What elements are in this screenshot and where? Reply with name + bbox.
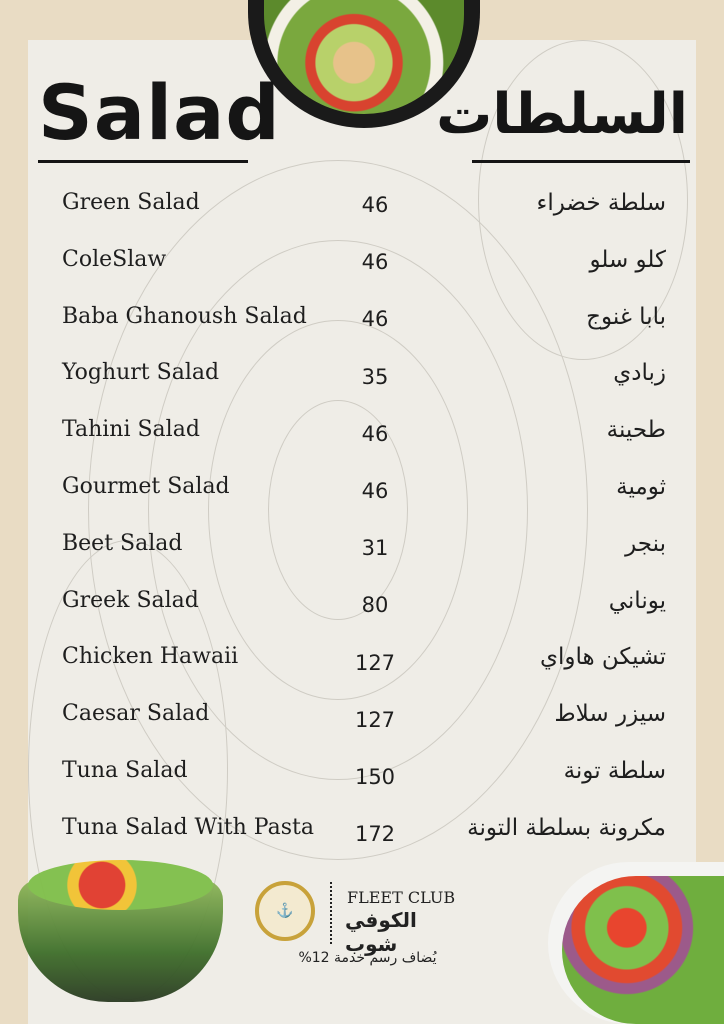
contour-pattern — [478, 40, 688, 360]
item-price: 127 — [354, 707, 396, 732]
item-name-ar: تشيكن هاواي — [539, 644, 666, 671]
title-underline-en — [38, 160, 248, 163]
item-name-en: Tuna Salad — [62, 758, 188, 783]
fleet-club-logo: ⚓ — [255, 881, 315, 941]
menu-item-row: Tuna Salad With Pasta 172 مكرونة بسلطة الت… — [0, 815, 724, 855]
menu-item-row: Baba Ghanoush Salad 46 بابا غنوج — [0, 304, 724, 344]
item-name-ar: طحينة — [606, 417, 666, 444]
menu-item-row: Green Salad 46 سلطة خضراء — [0, 190, 724, 230]
item-name-ar: مكرونة بسلطة التونة — [467, 814, 666, 841]
item-price: 35 — [361, 364, 389, 389]
item-name-ar: يوناني — [608, 587, 666, 614]
item-name-en: Chicken Hawaii — [62, 644, 239, 670]
menu-item-row: Tahini Salad 46 طحينة — [0, 417, 724, 457]
item-name-en: Tahini Salad — [62, 417, 200, 443]
anchor-icon: ⚓ — [276, 903, 294, 919]
item-name-en: Yoghurt Salad — [62, 360, 220, 386]
footer-divider — [330, 882, 332, 944]
menu-item-row: Gourmet Salad 46 ثومية — [0, 474, 724, 514]
item-price: 172 — [354, 822, 396, 847]
item-price: 46 — [361, 250, 389, 275]
item-price: 31 — [361, 536, 389, 561]
item-name-ar: سلطة خضراء — [536, 190, 666, 216]
contour-pattern — [148, 240, 528, 780]
menu-item-row: Chicken Hawaii 127 تشيكن هاواي — [0, 644, 724, 684]
item-name-en: Greek Salad — [62, 587, 199, 613]
contour-pattern — [208, 320, 468, 700]
page-title-en: Salad — [38, 68, 281, 157]
item-name-en: Caesar Salad — [62, 701, 210, 727]
item-name-en: Baba Ghanoush Salad — [62, 303, 307, 329]
item-price: 46 — [361, 193, 389, 217]
contour-pattern — [88, 160, 588, 860]
item-name-ar: كلو سلو — [589, 246, 666, 273]
item-name-en: Green Salad — [62, 190, 200, 215]
salad-plate-image — [548, 862, 724, 1024]
menu-item-row: Greek Salad 80 يوناني — [0, 588, 724, 628]
item-name-ar: سيزر سلاط — [554, 701, 666, 728]
menu-item-row: Beet Salad 31 بنجر — [0, 531, 724, 571]
item-name-ar: زبادي — [613, 360, 666, 387]
item-name-ar: سلطة تونة — [563, 758, 666, 784]
menu-item-row: Yoghurt Salad 35 زبادي — [0, 360, 724, 400]
brand-name-en: FLEET CLUB — [347, 888, 456, 907]
menu-item-row: ColeSlaw 46 كلو سلو — [0, 247, 724, 287]
item-name-ar: بنجر — [625, 530, 666, 557]
item-name-en: Beet Salad — [62, 530, 183, 556]
item-price: 46 — [361, 421, 389, 446]
item-name-en: Tuna Salad With Pasta — [62, 814, 314, 840]
item-price: 127 — [354, 650, 396, 675]
item-name-en: ColeSlaw — [62, 246, 167, 272]
contour-pattern — [268, 400, 408, 620]
menu-item-row: Caesar Salad 127 سيزر سلاط — [0, 701, 724, 741]
item-price: 150 — [354, 765, 396, 789]
item-price: 80 — [361, 593, 389, 618]
page-title-ar: السلطات — [436, 82, 688, 147]
item-name-ar: بابا غنوج — [586, 303, 666, 330]
service-charge-note: يُضاف رسم خدمة 12% — [298, 950, 437, 966]
brand-name-ar: الكوفي شوب — [345, 908, 417, 956]
salad-bowl-image — [18, 860, 223, 1002]
item-price: 46 — [361, 307, 389, 332]
title-underline-ar — [472, 160, 690, 163]
menu-item-row: Tuna Salad 150 سلطة تونة — [0, 758, 724, 798]
item-price: 46 — [361, 479, 389, 503]
item-name-ar: ثومية — [616, 474, 666, 500]
item-name-en: Gourmet Salad — [62, 474, 230, 499]
